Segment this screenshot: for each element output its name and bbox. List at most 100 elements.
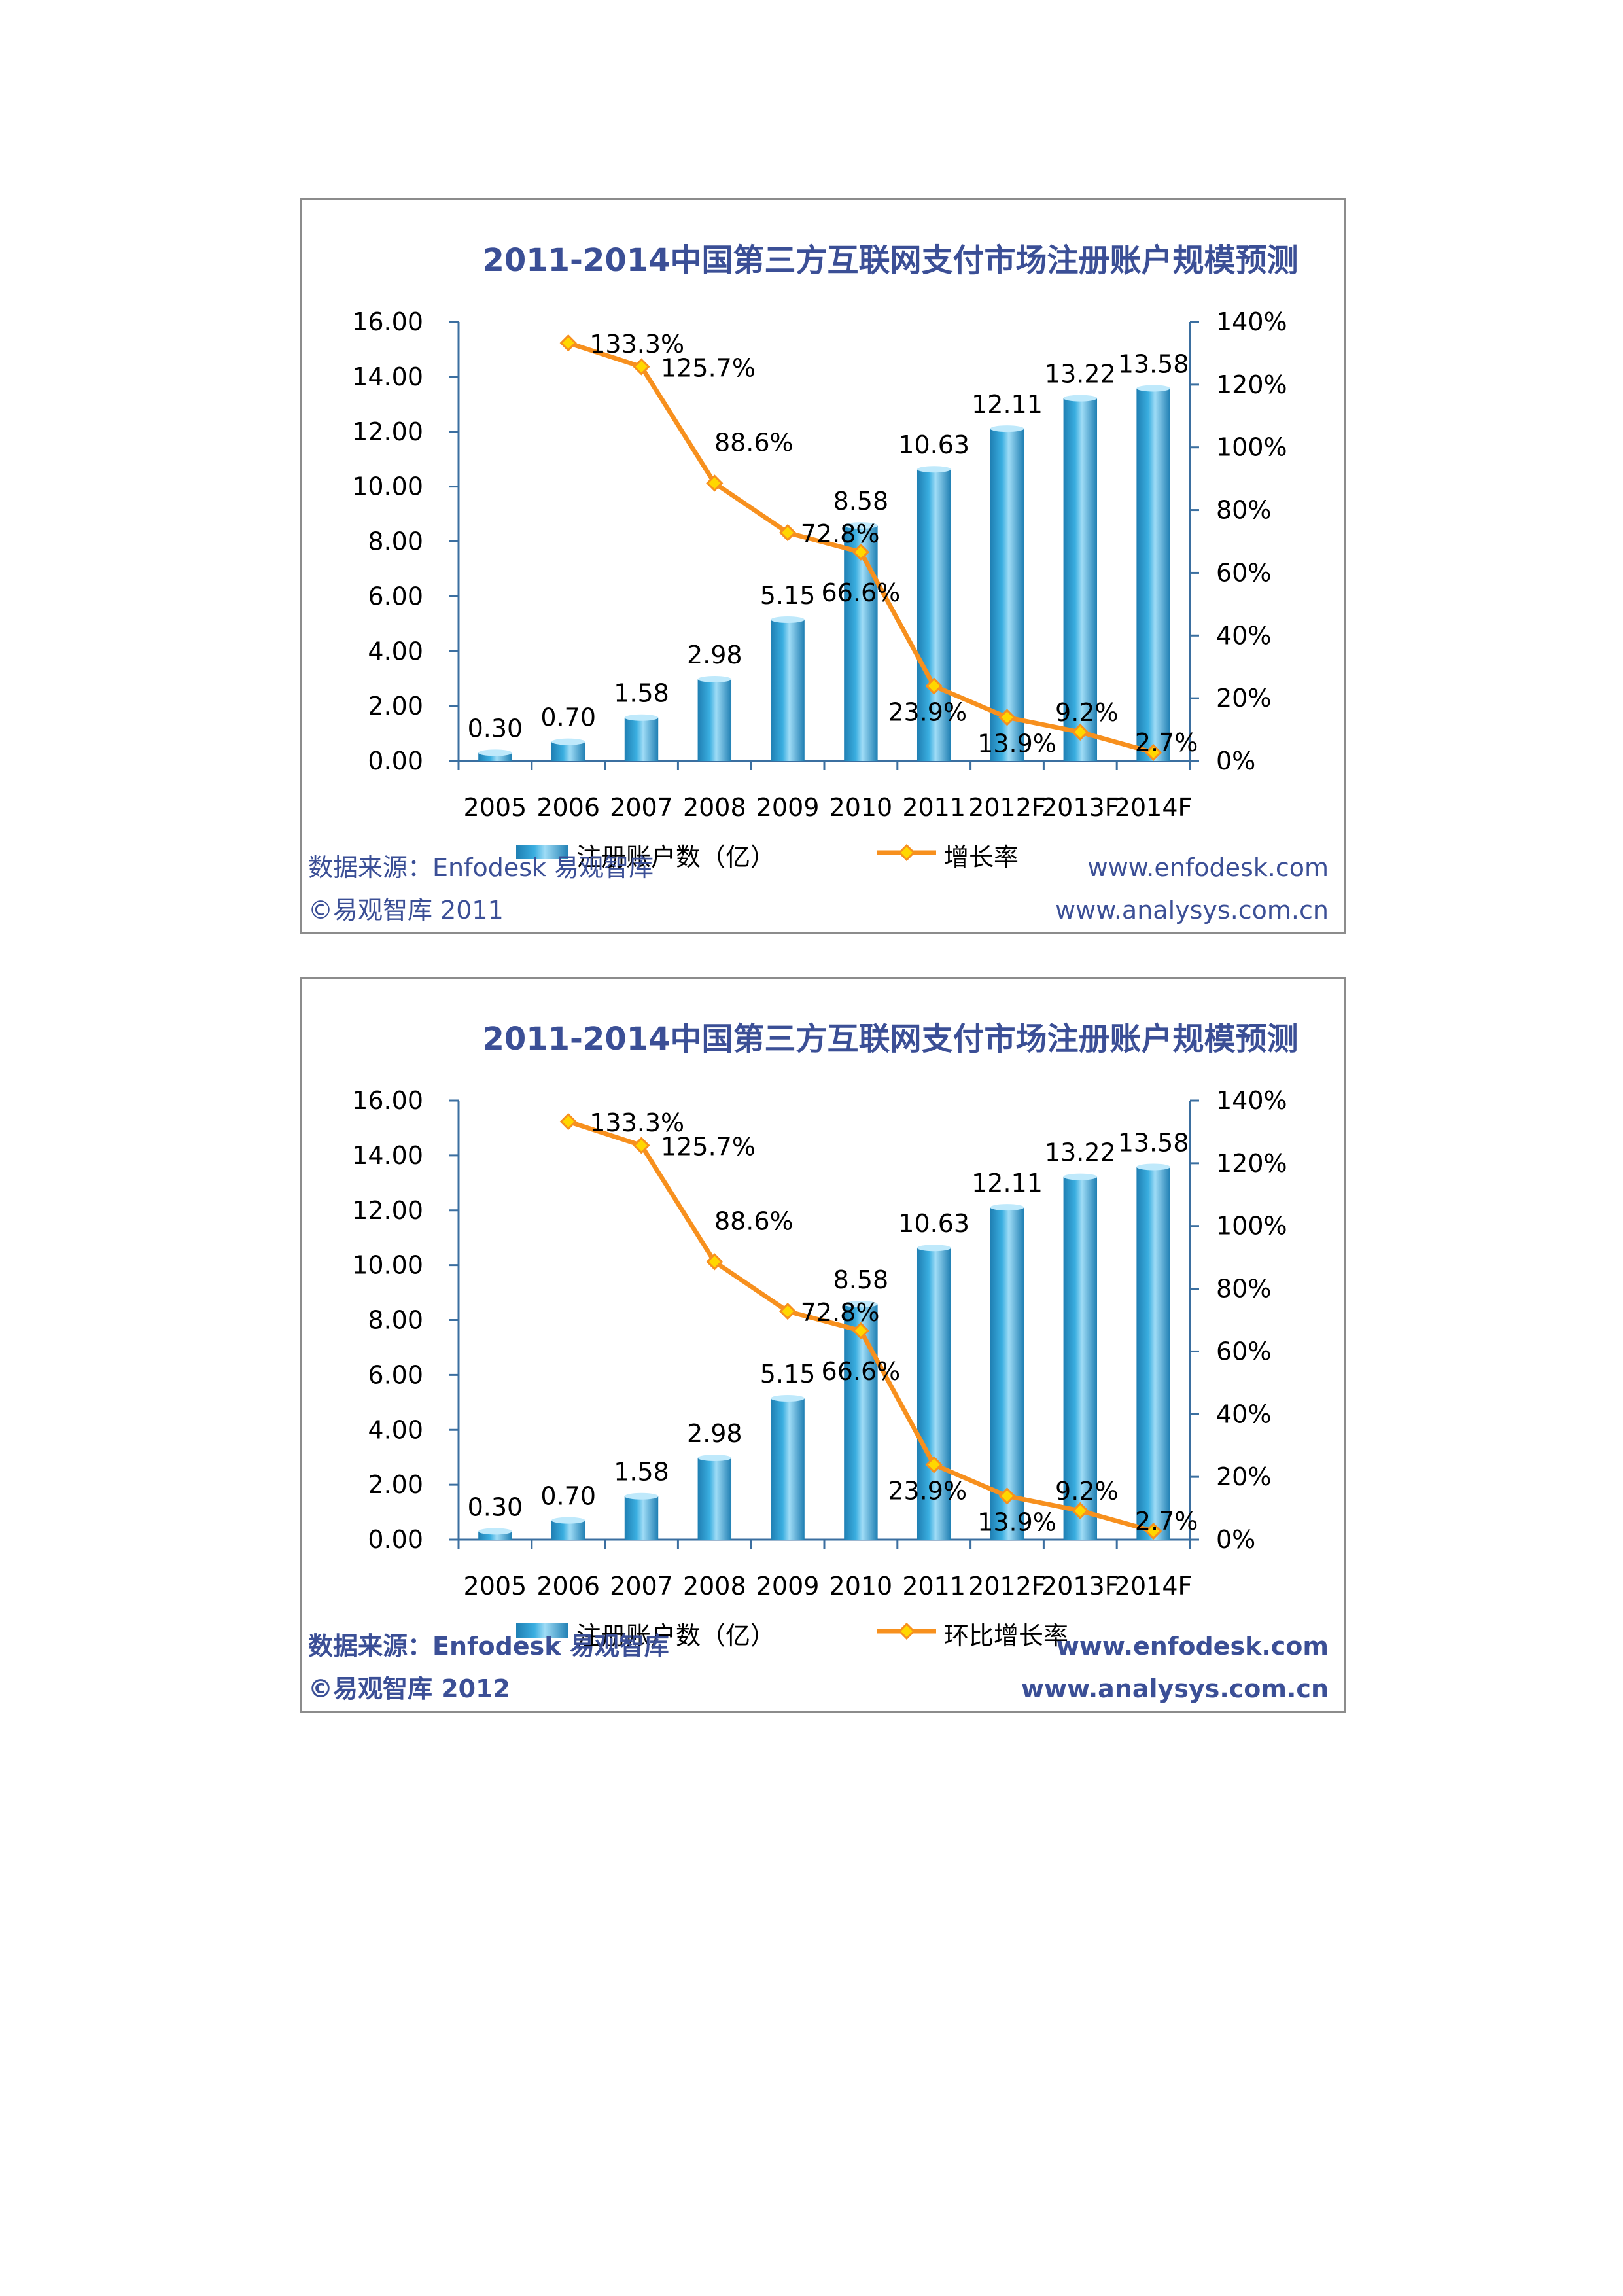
url-enfodesk[interactable]: www.enfodesk.com bbox=[1087, 853, 1329, 882]
y-left-tick-label: 16.00 bbox=[352, 1086, 423, 1115]
y-left-tick-label: 2.00 bbox=[368, 1470, 423, 1499]
y-left-tick-label: 2.00 bbox=[368, 692, 423, 720]
line-data-label: 9.2% bbox=[1055, 698, 1119, 727]
bar bbox=[1063, 398, 1098, 761]
line-data-label: 66.6% bbox=[822, 1357, 901, 1386]
bar-top bbox=[551, 1517, 585, 1524]
growth-marker bbox=[778, 523, 797, 542]
legend-bar-label: 注册账户数（亿） bbox=[576, 843, 775, 872]
bar-top bbox=[990, 1204, 1024, 1211]
bar bbox=[697, 1458, 732, 1540]
x-tick-label: 2005 bbox=[464, 1572, 527, 1600]
y-right-tick-label: 0% bbox=[1216, 747, 1255, 775]
bar-top bbox=[478, 1528, 512, 1535]
growth-marker bbox=[559, 334, 577, 352]
y-left-tick-label: 16.00 bbox=[352, 308, 423, 336]
x-tick-label: 2012F bbox=[968, 1572, 1046, 1600]
x-tick-label: 2010 bbox=[829, 793, 893, 822]
x-tick-label: 2011 bbox=[902, 793, 966, 822]
y-left-tick-label: 14.00 bbox=[352, 1141, 423, 1170]
x-tick-label: 2011 bbox=[902, 1572, 966, 1600]
bar-data-label: 13.22 bbox=[1045, 360, 1116, 389]
chart-panel-2011: 2011-2014中国第三方互联网支付市场注册账户规模预测 0.00 2.00 4.0… bbox=[300, 198, 1346, 934]
legend-line-label: 环比增长率 bbox=[944, 1621, 1068, 1650]
bar-data-label: 8.58 bbox=[833, 487, 889, 516]
line-data-label: 72.8% bbox=[801, 1298, 880, 1327]
line-data-label: 133.3% bbox=[589, 330, 684, 359]
bar-top bbox=[1136, 385, 1170, 392]
growth-marker bbox=[1144, 1522, 1162, 1540]
x-tick-label: 2009 bbox=[756, 1572, 820, 1600]
growth-marker bbox=[852, 543, 870, 561]
y-left-tick-label: 10.00 bbox=[352, 1251, 423, 1280]
y-left-tick-label: 12.00 bbox=[352, 417, 423, 446]
y-right-tick-label: 20% bbox=[1216, 1462, 1271, 1491]
x-tick-label: 2006 bbox=[536, 793, 600, 822]
y-left-tick-label: 0.00 bbox=[368, 747, 423, 775]
legend-bar-swatch bbox=[516, 845, 568, 859]
bar-top bbox=[844, 522, 878, 529]
legend-line-label: 增长率 bbox=[944, 843, 1019, 872]
y-right-tick-label: 40% bbox=[1216, 621, 1271, 650]
bar-data-label: 0.70 bbox=[540, 1482, 596, 1511]
line-data-label: 23.9% bbox=[888, 1476, 967, 1505]
bar-top bbox=[624, 1492, 659, 1500]
bar-data-label: 1.58 bbox=[614, 679, 669, 708]
legend: 注册账户数（亿） 环比增长率 bbox=[516, 1621, 1068, 1650]
growth-marker bbox=[633, 1137, 650, 1154]
bar-data-label: 2.98 bbox=[687, 641, 742, 669]
bar-data-label: 12.11 bbox=[971, 1169, 1043, 1197]
legend-line-marker bbox=[898, 843, 916, 862]
y-left-tick-label: 4.00 bbox=[368, 1415, 423, 1444]
bar-top bbox=[697, 676, 732, 683]
y-left-tick-label: 6.00 bbox=[368, 582, 423, 610]
line-data-label: 13.9% bbox=[977, 1508, 1056, 1536]
bar-data-label: 8.58 bbox=[833, 1265, 889, 1294]
x-tick-label: 2014F bbox=[1115, 793, 1193, 822]
x-tick-label: 2013F bbox=[1041, 793, 1119, 822]
bar-data-label: 1.58 bbox=[614, 1458, 669, 1487]
bar-data-label: 0.70 bbox=[540, 703, 596, 732]
chart-svg: 2011-2014中国第三方互联网支付市场注册账户规模预测 0.00 2.00 4.0… bbox=[352, 242, 1298, 872]
line-data-label: 133.3% bbox=[589, 1108, 684, 1137]
x-tick-label: 2013F bbox=[1041, 1572, 1119, 1600]
x-tick-label: 2008 bbox=[683, 1572, 746, 1600]
y-left-tick-label: 10.00 bbox=[352, 472, 423, 501]
line-data-label: 13.9% bbox=[977, 729, 1056, 758]
bar-top bbox=[771, 616, 805, 624]
x-tick-label: 2014F bbox=[1115, 1572, 1193, 1600]
line-data-label: 66.6% bbox=[822, 578, 901, 607]
bar bbox=[1063, 1176, 1098, 1540]
url-analysys[interactable]: www.analysys.com.cn bbox=[1055, 896, 1329, 925]
url-analysys[interactable]: www.analysys.com.cn bbox=[1021, 1674, 1329, 1703]
bar-data-label: 12.11 bbox=[971, 390, 1043, 419]
y-right-tick-label: 120% bbox=[1216, 1149, 1287, 1178]
y-left-tick-label: 0.00 bbox=[368, 1525, 423, 1554]
bar-top bbox=[1136, 1163, 1170, 1171]
line-data-label: 23.9% bbox=[888, 698, 967, 726]
growth-marker bbox=[1072, 1502, 1089, 1520]
bar-data-label: 10.63 bbox=[898, 431, 969, 459]
x-tick-label: 2006 bbox=[536, 1572, 600, 1600]
chart-title: 2011-2014中国第三方互联网支付市场注册账户规模预测 bbox=[482, 1021, 1298, 1057]
growth-marker bbox=[706, 474, 724, 492]
x-tick-label: 2009 bbox=[756, 793, 820, 822]
y-right-tick-label: 20% bbox=[1216, 684, 1271, 713]
x-tick-label: 2005 bbox=[464, 793, 527, 822]
y-left-tick-label: 6.00 bbox=[368, 1360, 423, 1389]
line-data-label: 125.7% bbox=[661, 354, 756, 383]
bar-top bbox=[916, 466, 951, 473]
growth-marker bbox=[998, 709, 1016, 726]
bar bbox=[916, 469, 951, 761]
legend-line-marker bbox=[898, 1622, 916, 1640]
bar-top bbox=[1063, 1173, 1098, 1180]
bar bbox=[844, 525, 878, 761]
url-enfodesk[interactable]: www.enfodesk.com bbox=[1056, 1632, 1329, 1661]
bar-data-label: 13.58 bbox=[1118, 349, 1189, 378]
bar-data-label: 10.63 bbox=[898, 1209, 969, 1238]
y-right-tick-label: 140% bbox=[1216, 308, 1287, 336]
bar-top bbox=[916, 1245, 951, 1252]
bar bbox=[624, 1496, 659, 1540]
bar-top bbox=[771, 1395, 805, 1402]
line-data-label: 72.8% bbox=[801, 520, 880, 548]
